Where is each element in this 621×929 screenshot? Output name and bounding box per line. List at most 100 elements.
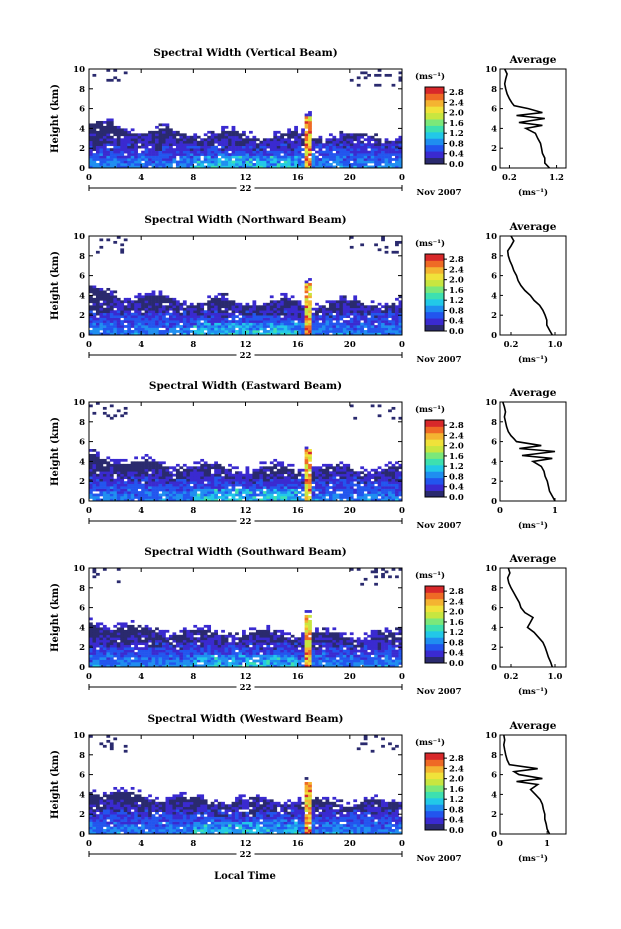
heatmap-cell bbox=[189, 155, 194, 159]
heatmap-cell bbox=[165, 133, 170, 137]
heatmap-cell bbox=[322, 155, 326, 159]
heatmap-cell bbox=[113, 463, 118, 467]
heatmap-cell bbox=[200, 644, 205, 648]
heatmap-cell bbox=[200, 634, 205, 638]
heatmap-cell bbox=[269, 634, 274, 638]
heatmap-cell bbox=[102, 458, 107, 462]
heatmap-cell bbox=[328, 330, 333, 333]
heatmap-cell bbox=[158, 483, 163, 487]
heatmap-cell bbox=[255, 493, 260, 497]
heatmap-cell bbox=[116, 300, 121, 304]
heatmap-cell bbox=[182, 135, 187, 139]
heatmap-cell bbox=[95, 133, 100, 137]
heatmap-cell bbox=[269, 483, 274, 487]
heatmap-cell bbox=[99, 634, 104, 638]
heatmap-cell bbox=[252, 138, 257, 142]
heatmap-cell bbox=[301, 327, 305, 331]
heatmap-cell bbox=[144, 312, 149, 316]
heatmap-cell bbox=[200, 302, 205, 306]
heatmap-cell bbox=[315, 332, 319, 336]
heatmap-cell bbox=[328, 320, 333, 323]
heatmap-cell bbox=[196, 302, 201, 306]
heatmap-cell bbox=[391, 496, 396, 499]
heatmap-cell bbox=[342, 471, 347, 475]
heatmap-cell bbox=[116, 305, 121, 309]
heatmap-cell bbox=[259, 664, 264, 668]
heatmap-cell bbox=[221, 312, 225, 316]
heatmap-cell bbox=[290, 295, 295, 299]
heatmap-cell bbox=[335, 307, 340, 311]
heatmap-cell bbox=[398, 163, 403, 166]
heatmap-cell bbox=[287, 315, 292, 318]
heatmap-cell bbox=[102, 150, 107, 154]
heatmap-cell bbox=[95, 130, 100, 134]
heatmap-cell bbox=[92, 476, 97, 480]
heatmap-cell bbox=[304, 158, 309, 161]
heatmap-cell bbox=[297, 471, 302, 475]
heatmap-cell bbox=[290, 130, 295, 134]
heatmap-cell bbox=[238, 133, 243, 137]
heatmap-cell bbox=[308, 451, 312, 455]
heatmap-cell bbox=[252, 652, 257, 655]
heatmap-cell bbox=[252, 634, 257, 638]
heatmap-cell bbox=[127, 145, 132, 149]
heatmap-cell bbox=[210, 486, 215, 489]
heatmap-cell bbox=[189, 659, 194, 663]
heatmap-cell bbox=[120, 627, 125, 631]
heatmap-cell bbox=[290, 302, 295, 306]
heatmap-cell bbox=[155, 312, 159, 316]
heatmap-cell bbox=[155, 297, 159, 301]
heatmap-cell bbox=[252, 498, 257, 502]
heatmap-cell bbox=[158, 140, 163, 144]
heatmap-cell bbox=[116, 488, 121, 492]
heatmap-cell bbox=[252, 165, 257, 169]
heatmap-cell bbox=[252, 320, 257, 323]
heatmap-cell bbox=[266, 138, 271, 142]
heatmap-cell bbox=[311, 158, 316, 161]
heatmap-cell bbox=[224, 652, 229, 655]
heatmap-cell bbox=[276, 312, 281, 316]
heatmap-cell bbox=[182, 332, 187, 336]
heatmap-cell bbox=[252, 307, 257, 311]
heatmap-cell bbox=[106, 478, 111, 482]
heatmap-cell bbox=[109, 468, 114, 472]
heatmap-cell bbox=[353, 297, 358, 301]
heatmap-cell bbox=[283, 332, 288, 336]
heatmap-cell bbox=[342, 297, 347, 301]
heatmap-cell bbox=[384, 138, 389, 142]
heatmap-cell bbox=[207, 642, 212, 646]
heatmap-cell bbox=[398, 160, 403, 164]
heatmap-cell bbox=[158, 322, 163, 326]
heatmap-cell bbox=[301, 143, 305, 147]
heatmap-cell bbox=[308, 300, 312, 304]
heatmap-cell bbox=[123, 488, 128, 492]
heatmap-cell bbox=[228, 153, 232, 156]
heatmap-cell bbox=[255, 310, 260, 314]
heatmap-cell bbox=[123, 657, 128, 660]
heatmap-cell bbox=[99, 148, 104, 151]
heatmap-cell bbox=[332, 488, 337, 492]
heatmap-cell bbox=[95, 163, 100, 166]
heatmap-cell bbox=[210, 297, 215, 301]
heatmap-cell bbox=[127, 330, 132, 333]
heatmap-cell bbox=[123, 411, 128, 415]
heatmap-cell bbox=[165, 310, 170, 314]
heatmap-cell bbox=[95, 639, 100, 643]
colorbar-swatch bbox=[425, 138, 444, 146]
heatmap-cell bbox=[175, 483, 180, 487]
heatmap-cell bbox=[221, 657, 225, 660]
heatmap-cell bbox=[214, 649, 218, 653]
heatmap-cell bbox=[217, 153, 222, 156]
heatmap-cell bbox=[95, 622, 100, 626]
heatmap-cell bbox=[207, 165, 212, 169]
heatmap-cell bbox=[116, 143, 121, 147]
heatmap-cell bbox=[252, 302, 257, 306]
heatmap-cell bbox=[370, 476, 375, 480]
heatmap-cell bbox=[186, 471, 191, 475]
heatmap-cell bbox=[248, 657, 253, 660]
heatmap-cell bbox=[189, 496, 194, 499]
heatmap-cell bbox=[290, 481, 295, 484]
x-tick-label: 16 bbox=[292, 506, 304, 516]
heatmap-cell bbox=[151, 481, 156, 484]
heatmap-cell bbox=[144, 466, 149, 470]
